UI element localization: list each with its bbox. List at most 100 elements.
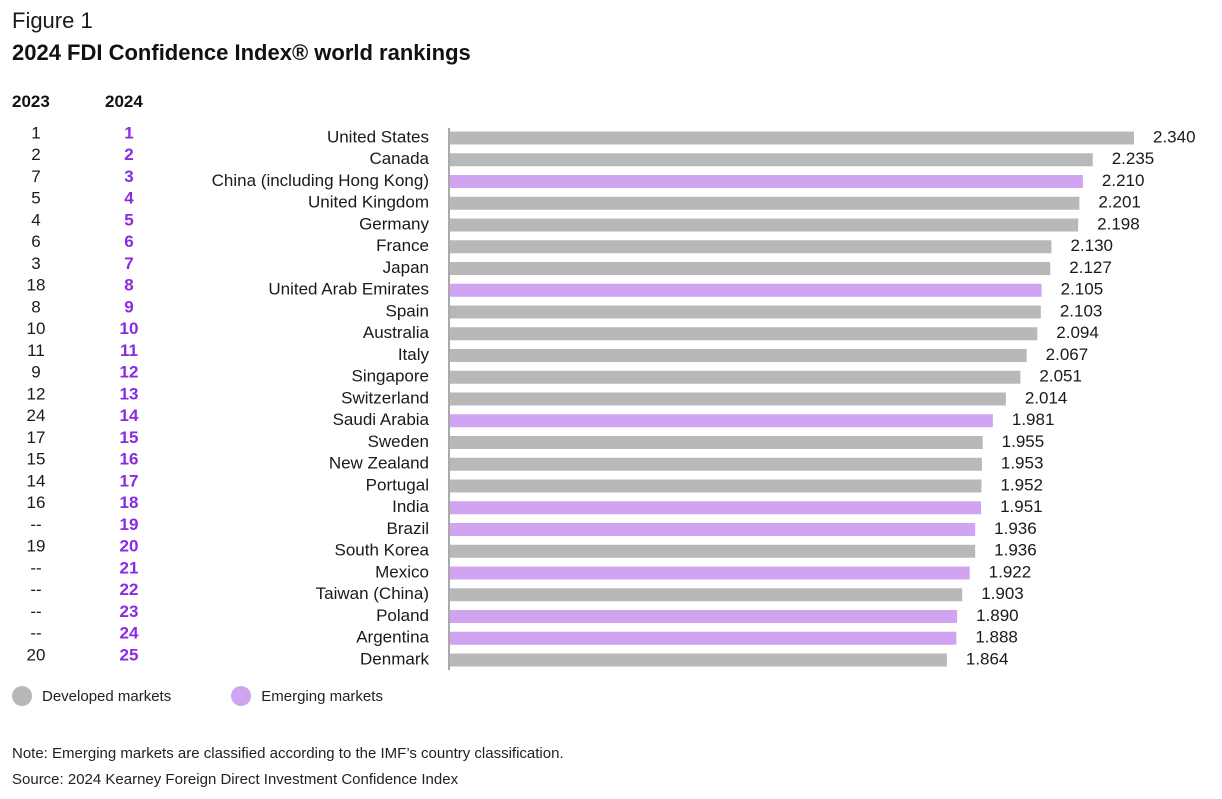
rank-2024-label: 8 [124,276,133,295]
rank-2024-label: 14 [120,406,139,425]
category-label: South Korea [334,541,429,560]
data-label: 1.922 [989,562,1032,581]
rank-2023-label: 4 [31,210,40,229]
rank-2024-label: 17 [120,471,139,490]
rank-2024-label: 23 [120,602,139,621]
data-label: 1.936 [994,519,1037,538]
rank-2024-label: 3 [124,167,133,186]
category-label: Australia [363,323,430,342]
data-label: 1.936 [994,541,1037,560]
rank-2023-label: 11 [27,341,45,360]
category-label: Brazil [386,519,429,538]
category-label: Argentina [356,628,429,647]
chart-title: 2024 FDI Confidence Index® world ranking… [12,40,471,65]
bar [450,414,993,428]
data-label: 2.235 [1112,149,1155,168]
rank-2024-label: 24 [120,624,139,643]
data-label: 1.952 [1000,475,1043,494]
category-label: Switzerland [341,388,429,407]
bar [450,588,963,602]
data-label: 2.198 [1097,214,1140,233]
source-text: Source: 2024 Kearney Foreign Direct Inve… [12,771,459,788]
rank-2023-label: 2 [31,145,40,164]
rank-2023-label: 15 [27,450,46,469]
data-label: 1.890 [976,606,1019,625]
data-label: 2.105 [1061,280,1104,299]
rank-2024-label: 4 [124,189,134,208]
category-label: Sweden [368,432,429,451]
bar [450,349,1027,362]
rank-2023-label: -- [30,580,41,599]
data-label: 2.103 [1060,301,1103,320]
rank-2024-label: 18 [120,493,139,512]
bar [450,131,1134,145]
category-label: United Kingdom [308,193,429,212]
category-label: Taiwan (China) [316,584,429,603]
data-label: 1.864 [966,649,1009,668]
rank-2024-label: 5 [124,210,133,229]
rank-2023-label: 10 [27,319,46,338]
category-label: Italy [398,345,430,364]
rank-2024-label: 21 [120,558,139,577]
bar [450,479,982,493]
rank-2024-label: 25 [120,645,139,664]
category-label: Germany [359,214,429,233]
bar [450,631,957,645]
rank-2023-label: 24 [27,406,46,425]
data-label: 2.340 [1153,127,1196,146]
rank-2023-label: 14 [27,471,46,490]
data-label: 1.953 [1001,454,1044,473]
rank-2023-label: -- [30,515,41,534]
data-label: 2.094 [1056,323,1099,342]
rank-2024-label: 12 [120,363,139,382]
rank-2023-label: -- [30,624,41,643]
bar [450,653,947,667]
rank-2024-label: 2 [124,145,133,164]
bar [450,370,1021,384]
legend-item-emerging: Emerging markets [231,686,383,706]
data-label: 1.955 [1002,432,1045,451]
bar [450,153,1093,167]
data-label: 1.903 [981,584,1024,603]
category-label: India [392,497,429,516]
data-label: 2.051 [1039,367,1082,386]
category-label: Portugal [366,475,429,494]
category-label: Saudi Arabia [333,410,430,429]
bar [450,283,1042,297]
rank-2024-label: 19 [120,515,139,534]
bar [450,218,1079,232]
legend-label-developed: Developed markets [42,687,172,705]
rank-2024-label: 1 [124,123,133,142]
category-label: Canada [369,149,429,168]
bar [450,610,958,623]
bar [450,523,976,536]
category-label: Mexico [375,562,429,581]
rank-2023-label: 12 [27,384,46,403]
category-label: France [376,236,429,255]
rank-2024-label: 16 [120,450,139,469]
emerging-swatch-icon [231,686,252,706]
bar [450,544,976,558]
category-label: Japan [383,258,429,277]
rank-2024-label: 10 [120,319,139,338]
category-label: United States [327,127,429,146]
rank-2023-label: 20 [27,645,46,664]
rank-2023-label: 17 [27,428,46,447]
data-label: 1.981 [1012,410,1055,429]
column-header-2023: 2023 [12,92,50,111]
legend-item-developed: Developed markets [12,686,171,706]
figure-label: Figure 1 [12,8,93,33]
rank-2023-label: -- [30,558,41,577]
rank-2023-label: 8 [31,297,40,316]
rank-2023-label: 18 [27,276,46,295]
bar [450,175,1083,188]
bar [450,566,970,580]
rank-2024-label: 20 [120,537,139,556]
data-label: 2.201 [1098,193,1141,212]
bar [450,262,1051,275]
rank-2023-label: 16 [27,493,46,512]
bar [450,327,1038,341]
category-label: Poland [376,606,429,625]
category-label: China (including Hong Kong) [212,171,429,190]
